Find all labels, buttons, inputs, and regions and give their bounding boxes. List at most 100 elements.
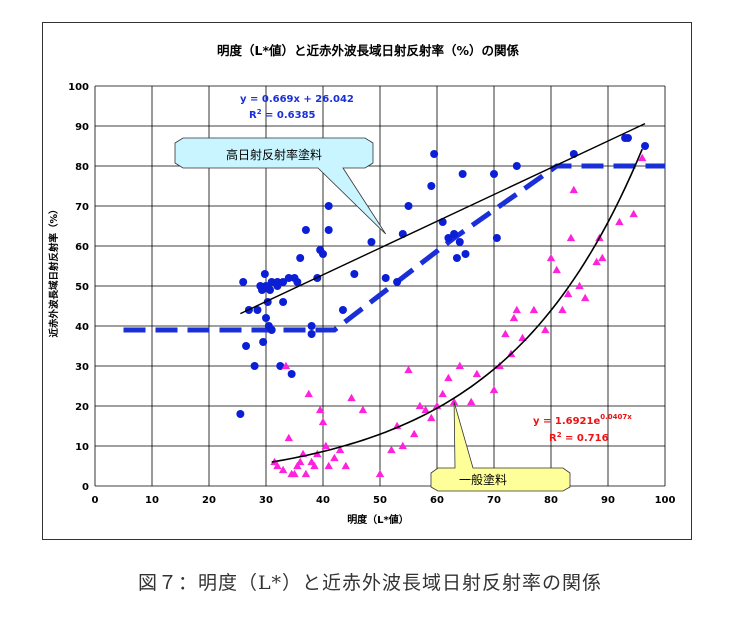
data-point-general [410, 429, 419, 438]
data-point-general [467, 397, 476, 406]
data-point-high [284, 274, 293, 282]
x-tick-label: 10 [145, 495, 159, 506]
data-point-high [293, 278, 302, 286]
data-point-general [581, 293, 590, 302]
data-point-high [641, 142, 650, 150]
data-point-general [310, 461, 319, 470]
y-tick-label: 60 [75, 242, 89, 253]
data-point-high [319, 250, 327, 258]
data-point-general [273, 461, 282, 470]
linear-fit-r2: R2 = 0.6385 [249, 108, 316, 121]
data-point-general [318, 417, 328, 426]
data-point-general [304, 389, 313, 398]
linear-r2-sup: 2 [257, 108, 262, 116]
data-point-general [541, 325, 550, 334]
data-point-general [387, 445, 396, 454]
data-point-high [381, 274, 390, 282]
callout-bubble [430, 401, 571, 492]
data-point-high [259, 338, 268, 346]
data-point-general [281, 361, 291, 370]
data-point-general [529, 305, 539, 314]
data-point-general [592, 257, 601, 266]
data-point-high [262, 314, 270, 322]
data-point-general [569, 185, 578, 194]
data-point-high [267, 278, 276, 286]
data-point-high [492, 234, 501, 242]
data-point-high [324, 202, 333, 210]
threshold-dashed-line [123, 163, 665, 333]
data-point-high [455, 238, 464, 246]
series-high-reflectance [236, 134, 650, 418]
data-point-high [276, 362, 285, 370]
data-point-high [444, 234, 453, 242]
data-point-general [421, 405, 430, 414]
data-point-general [546, 253, 556, 262]
x-tick-label: 70 [487, 495, 501, 506]
data-point-general [427, 413, 436, 422]
chart: 明度（L*値）と近赤外波長域日射反射率（%）の関係 0 10 20 30 40 50 60 7… [48, 43, 675, 526]
data-point-general [321, 441, 331, 450]
data-point-general [330, 453, 339, 462]
exp-r2-sup: 2 [557, 431, 562, 439]
y-tick-label: 70 [75, 202, 89, 213]
data-point-high [393, 278, 402, 286]
data-point-high [490, 170, 498, 178]
data-point-high [338, 306, 347, 314]
data-point-high [307, 330, 316, 338]
data-point-general [375, 469, 385, 478]
data-point-high [427, 182, 436, 190]
threshold-line-group [123, 163, 665, 333]
x-axis-label: 明度（L*値） [347, 513, 409, 526]
data-point-high [350, 270, 359, 278]
data-point-general [341, 461, 350, 470]
linear-r2-prefix: R [249, 110, 257, 121]
y-tick-label: 30 [75, 362, 89, 373]
y-tick-label: 50 [75, 282, 89, 293]
chart-title: 明度（L*値）と近赤外波長域日射反射率（%）の関係 [217, 43, 520, 58]
data-point-high [458, 170, 467, 178]
exp-r2-prefix: R [549, 433, 557, 444]
data-point-high [404, 202, 413, 210]
data-point-general [449, 397, 459, 406]
data-point-high [236, 410, 245, 418]
data-point-general [558, 305, 567, 314]
x-tick-label: 40 [316, 495, 330, 506]
data-point-high [279, 298, 288, 306]
data-point-high [250, 362, 259, 370]
exponential-trendline [271, 148, 643, 463]
data-point-general [315, 405, 325, 414]
y-tick-label: 0 [82, 482, 89, 493]
data-point-general [347, 393, 356, 402]
data-point-general [293, 461, 302, 470]
data-point-high [253, 306, 262, 314]
data-point-general [472, 369, 482, 378]
grid [94, 85, 666, 487]
data-point-general [615, 217, 624, 226]
series-general [270, 153, 647, 478]
data-point-general [509, 313, 519, 322]
data-point-general [278, 465, 288, 474]
linear-fit-equation: y = 0.669x + 26.042 [240, 94, 354, 105]
data-point-general [444, 373, 453, 382]
data-point-high [265, 286, 274, 294]
y-tick-label: 40 [75, 322, 89, 333]
data-point-general [501, 329, 510, 338]
callout-label: 高日射反射率塗料 [226, 147, 322, 162]
data-point-general [358, 405, 368, 414]
data-point-general [598, 253, 607, 262]
data-point-high [279, 278, 288, 286]
data-point-general [575, 281, 584, 290]
figure-caption: 図７：明度（L*）と近赤外波長域日射反射率の関係 [137, 572, 603, 594]
series-group [236, 134, 650, 478]
data-point-high [307, 322, 316, 330]
data-point-general [438, 389, 447, 398]
exp-eq-prefix: y = 1.6921e [533, 416, 600, 427]
data-point-high [301, 226, 310, 234]
y-tick-label: 90 [75, 122, 89, 133]
data-point-high [430, 150, 439, 158]
callout-bubble [174, 137, 387, 235]
data-point-general [301, 469, 311, 478]
data-point-high [461, 250, 470, 258]
exp-r2-value: = 0.716 [562, 433, 609, 444]
